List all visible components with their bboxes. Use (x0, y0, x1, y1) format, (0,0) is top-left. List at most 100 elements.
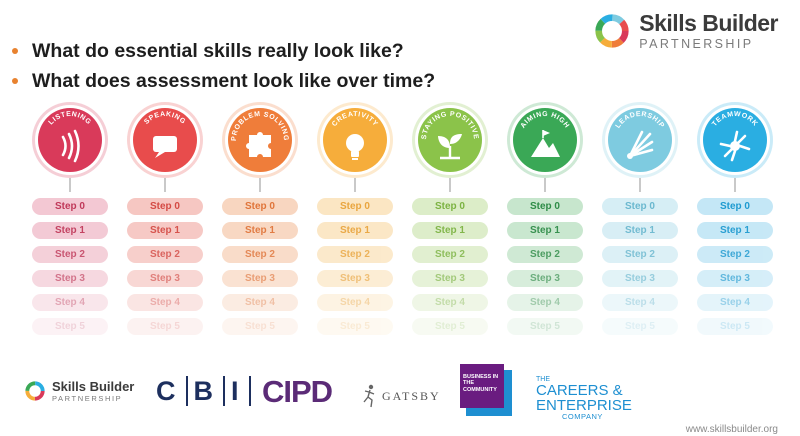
skill-column: CREATIVITY Step 0 Step 1 Step 2 Step 3 Step 4… (313, 100, 397, 340)
step-pill: Step 3 (222, 270, 298, 287)
puzzle-icon (246, 132, 271, 157)
step-pill: Step 1 (697, 222, 773, 239)
step-pill: Step 1 (412, 222, 488, 239)
skill-badge: TEAMWORK (697, 102, 773, 178)
badge-connector (449, 178, 451, 192)
question-list: What do essential skills really look lik… (12, 36, 435, 96)
step-pill: Step 2 (127, 246, 203, 263)
step-pill: Step 4 (412, 294, 488, 311)
step-pill: Step 1 (507, 222, 583, 239)
step-list: Step 0 Step 1 Step 2 Step 3 Step 4 Step 5 (32, 198, 108, 342)
step-pill: Step 3 (127, 270, 203, 287)
skill-column: STAYING POSITIVE Step 0 Step 1 Step 2 Step 3… (408, 100, 492, 340)
leadership-rays-icon (627, 130, 654, 159)
step-pill: Step 4 (697, 294, 773, 311)
running-figure-icon (363, 384, 375, 408)
sprout-icon (438, 134, 462, 160)
ear-icon (61, 129, 80, 163)
step-pill: Step 3 (317, 270, 393, 287)
step-pill: Step 0 (127, 198, 203, 215)
badge-connector (639, 178, 641, 192)
step-list: Step 0 Step 1 Step 2 Step 3 Step 4 Step 5 (412, 198, 488, 342)
skills-builder-logo: Skills Builder PARTNERSHIP (593, 12, 778, 51)
step-pill: Step 0 (222, 198, 298, 215)
step-pill: Step 4 (602, 294, 678, 311)
mountain-flag-icon (531, 130, 560, 157)
footer-skills-builder-logo: Skills Builder PARTNERSHIP (24, 380, 134, 403)
step-pill: Step 2 (697, 246, 773, 263)
step-pill: Step 0 (32, 198, 108, 215)
careers-enterprise-logo: THE CAREERS & ENTERPRISE COMPANY (536, 376, 632, 421)
step-pill: Step 0 (507, 198, 583, 215)
step-pill: Step 2 (507, 246, 583, 263)
step-pill: Step 5 (222, 318, 298, 335)
skill-badge: STAYING POSITIVE (412, 102, 488, 178)
skill-badge: PROBLEM SOLVING (222, 102, 298, 178)
step-pill: Step 4 (32, 294, 108, 311)
badge-connector (164, 178, 166, 192)
step-pill: Step 5 (697, 318, 773, 335)
skill-column: SPEAKING Step 0 Step 1 Step 2 Step 3 Step 4 St… (123, 100, 207, 340)
step-pill: Step 3 (32, 270, 108, 287)
step-pill: Step 0 (412, 198, 488, 215)
step-pill: Step 5 (317, 318, 393, 335)
step-pill: Step 1 (317, 222, 393, 239)
brand-subtitle: PARTNERSHIP (639, 37, 754, 51)
question-item: What does assessment look like over time… (12, 66, 435, 96)
step-pill: Step 2 (222, 246, 298, 263)
skill-badge: LEADERSHIP (602, 102, 678, 178)
skills-builder-ring-icon (595, 14, 629, 48)
lightbulb-icon (346, 134, 364, 160)
step-pill: Step 5 (507, 318, 583, 335)
step-pill: Step 1 (32, 222, 108, 239)
step-pill: Step 1 (222, 222, 298, 239)
step-list: Step 0 Step 1 Step 2 Step 3 Step 4 Step 5 (602, 198, 678, 342)
step-pill: Step 1 (602, 222, 678, 239)
badge-connector (734, 178, 736, 192)
step-pill: Step 4 (222, 294, 298, 311)
step-pill: Step 5 (32, 318, 108, 335)
skill-badge: AIMING HIGH (507, 102, 583, 178)
step-pill: Step 2 (317, 246, 393, 263)
step-pill: Step 0 (317, 198, 393, 215)
step-pill: Step 2 (602, 246, 678, 263)
gatsby-logo: GATSBY (362, 384, 441, 408)
step-pill: Step 3 (412, 270, 488, 287)
skill-badge: LISTENING (32, 102, 108, 178)
skill-column: AIMING HIGH Step 0 Step 1 Step 2 Step 3 Step … (503, 100, 587, 340)
step-pill: Step 4 (507, 294, 583, 311)
step-pill: Step 0 (697, 198, 773, 215)
website-url[interactable]: www.skillsbuilder.org (685, 424, 778, 435)
skill-badge: CREATIVITY (317, 102, 393, 178)
step-pill: Step 5 (602, 318, 678, 335)
skill-column: TEAMWORK Step 0 Step 1 Step 2 Step 3 Step 4 St… (693, 100, 777, 340)
question-item: What do essential skills really look lik… (12, 36, 435, 66)
step-list: Step 0 Step 1 Step 2 Step 3 Step 4 Step 5 (127, 198, 203, 342)
business-in-the-community-logo: BUSINESS IN THE COMMUNITY (460, 364, 512, 416)
step-pill: Step 3 (507, 270, 583, 287)
step-pill: Step 5 (412, 318, 488, 335)
step-pill: Step 2 (32, 246, 108, 263)
step-pill: Step 3 (697, 270, 773, 287)
bullet-dot (12, 48, 18, 54)
teamwork-hub-icon (719, 130, 751, 162)
skills-builder-ring-icon (25, 381, 45, 401)
step-pill: Step 3 (602, 270, 678, 287)
badge-connector (69, 178, 71, 192)
step-pill: Step 4 (127, 294, 203, 311)
step-pill: Step 2 (412, 246, 488, 263)
badge-connector (544, 178, 546, 192)
brand-name: Skills Builder (639, 10, 778, 36)
cipd-logo: CIPD (262, 374, 333, 409)
step-list: Step 0 Step 1 Step 2 Step 3 Step 4 Step 5 (317, 198, 393, 342)
badge-connector (259, 178, 261, 192)
step-pill: Step 0 (602, 198, 678, 215)
skill-column: LEADERSHIP Step 0 Step 1 Step 2 Step 3 Step 4… (598, 100, 682, 340)
step-list: Step 0 Step 1 Step 2 Step 3 Step 4 Step 5 (222, 198, 298, 342)
step-pill: Step 5 (127, 318, 203, 335)
